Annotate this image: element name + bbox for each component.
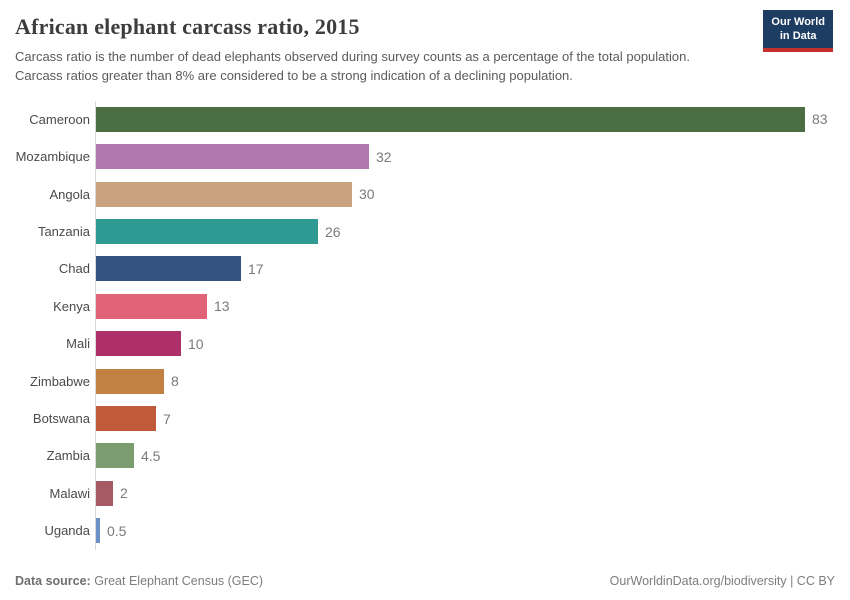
category-label: Chad	[58, 261, 90, 277]
value-label: 32	[376, 148, 392, 165]
value-label: 13	[214, 298, 230, 315]
bar-row: Tanzania 26	[0, 213, 850, 250]
category-label: Zambia	[46, 448, 90, 464]
y-axis-line	[95, 100, 96, 550]
bar-row: Mozambique 32	[0, 138, 850, 175]
chart-subtitle: Carcass ratio is the number of dead elep…	[15, 49, 690, 83]
owid-logo-line1: Our World	[771, 16, 825, 28]
owid-logo-line2: in Data	[779, 30, 817, 43]
value-label: 4.5	[141, 447, 161, 464]
value-label: 26	[325, 223, 341, 240]
value-label: 17	[248, 260, 264, 277]
bar-malawi[interactable]	[96, 480, 113, 506]
bar-row: Mali 10	[0, 325, 850, 362]
data-source-label: Data source:	[15, 574, 91, 588]
bar-rows: Cameroon 83 Mozambique 32 Angola 30 Tanzania 26…	[0, 101, 850, 550]
category-label: Mozambique	[15, 149, 90, 165]
bar-area: 8	[96, 362, 850, 399]
value-label: 7	[163, 410, 171, 427]
bar-area: 17	[96, 250, 850, 287]
category-label: Angola	[49, 186, 90, 202]
bar-row: Uganda 0.5	[0, 512, 850, 549]
value-label: 8	[171, 373, 179, 390]
bar-row: Zimbabwe 8	[0, 362, 850, 399]
owid-attribution-link[interactable]: OurWorldinData.org/biodiversity | CC BY	[609, 574, 835, 588]
category-label: Malawi	[49, 485, 90, 501]
bar-row: Botswana 7	[0, 400, 850, 437]
bar-mali[interactable]	[96, 331, 181, 357]
category-label: Tanzania	[37, 224, 90, 240]
bar-area: 4.5	[96, 437, 850, 474]
value-label: 83	[812, 111, 828, 128]
value-label: 10	[188, 335, 204, 352]
bar-angola[interactable]	[96, 181, 352, 207]
page-title: African elephant carcass ratio, 2015	[15, 14, 360, 39]
value-label: 0.5	[107, 522, 127, 539]
value-label: 30	[359, 186, 375, 203]
chart-header: African elephant carcass ratio, 2015 Car…	[0, 0, 850, 86]
bar-row: Cameroon 83	[0, 101, 850, 138]
bar-tanzania[interactable]	[96, 219, 318, 245]
owid-logo[interactable]: Our World in Data	[763, 10, 833, 52]
bar-chad[interactable]	[96, 256, 241, 282]
bar-area: 83	[96, 101, 850, 138]
bar-area: 0.5	[96, 512, 850, 549]
chart-footer: Data source: Great Elephant Census (GEC)…	[15, 574, 835, 588]
bar-area: 10	[96, 325, 850, 362]
bar-area: 2	[96, 475, 850, 512]
category-label: Mali	[66, 336, 90, 352]
bar-area: 30	[96, 175, 850, 212]
bar-area: 7	[96, 400, 850, 437]
bar-area: 26	[96, 213, 850, 250]
bar-zimbabwe[interactable]	[96, 368, 164, 394]
category-label: Botswana	[32, 411, 90, 426]
data-source-value: Great Elephant Census (GEC)	[94, 574, 264, 588]
bar-row: Chad 17	[0, 250, 850, 287]
bar-uganda[interactable]	[96, 518, 100, 544]
bar-mozambique[interactable]	[96, 144, 369, 170]
category-label: Kenya	[53, 298, 90, 314]
category-label: Zimbabwe	[30, 373, 90, 389]
bar-botswana[interactable]	[96, 406, 156, 431]
bar-row: Kenya 13	[0, 288, 850, 325]
bar-area: 32	[96, 138, 850, 175]
bar-row: Angola 30	[0, 175, 850, 212]
value-label: 2	[120, 485, 128, 502]
bar-zambia[interactable]	[96, 443, 134, 469]
category-label: Uganda	[44, 523, 90, 539]
bar-kenya[interactable]	[96, 293, 207, 319]
bar-row: Zambia 4.5	[0, 437, 850, 474]
bar-chart: Cameroon 83 Mozambique 32 Angola 30 Tanzania 26…	[0, 100, 850, 550]
bar-row: Malawi 2	[0, 475, 850, 512]
data-source-note: Data source: Great Elephant Census (GEC)	[15, 574, 263, 588]
bar-area: 13	[96, 288, 850, 325]
bar-cameroon[interactable]	[96, 106, 805, 132]
category-label: Cameroon	[29, 111, 90, 127]
